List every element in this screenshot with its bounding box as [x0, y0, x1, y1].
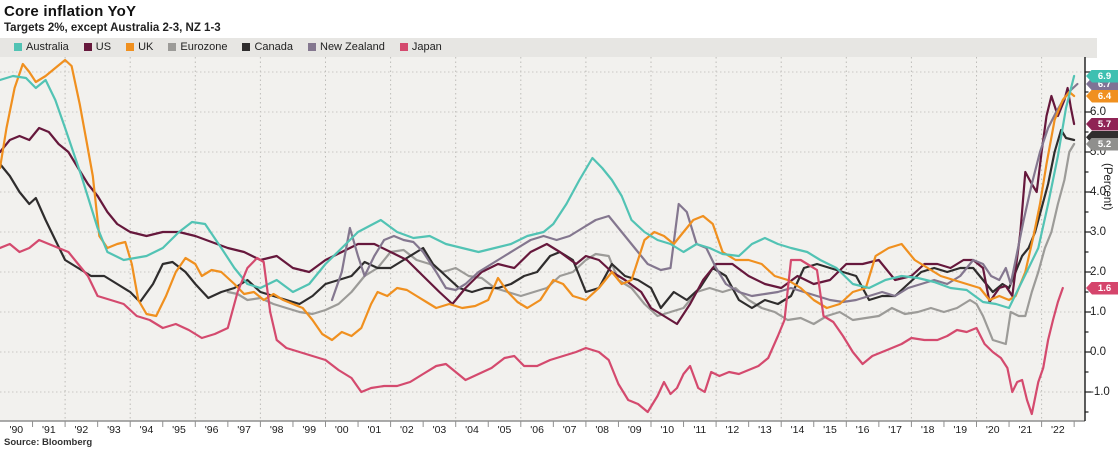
series-line-japan	[0, 238, 1064, 416]
legend-swatch-icon	[308, 43, 316, 51]
x-tick-label: '09	[627, 424, 642, 436]
end-value-badge-australia: 6.9	[1086, 69, 1118, 83]
x-tick-label: '12	[725, 424, 740, 436]
x-tick-label: '06	[530, 424, 544, 436]
x-tick-label: '98	[269, 424, 284, 436]
legend-label: Australia	[26, 41, 69, 53]
legend-swatch-icon	[126, 43, 135, 51]
legend-swatch-icon	[83, 43, 92, 51]
x-tick-label: '07	[562, 424, 577, 436]
legend-label: US	[95, 41, 112, 53]
legend-swatch-icon	[14, 43, 22, 51]
chart-title: Core inflation YoY	[4, 3, 137, 20]
x-tick-label: '92	[74, 424, 89, 436]
series-line-new-zealand	[330, 82, 1079, 304]
legend-swatch-icon	[242, 43, 251, 51]
legend-swatch-icon	[168, 43, 177, 51]
legend-item-eurozone[interactable]: Eurozone	[168, 41, 227, 53]
x-tick-label: '11	[693, 424, 707, 436]
x-tick-label: '19	[953, 424, 968, 436]
y-tick-label: 0.0	[1090, 345, 1106, 358]
legend-item-australia[interactable]: Australia	[14, 41, 69, 53]
plot-background	[0, 57, 1085, 421]
x-tick-label: '15	[823, 424, 837, 436]
x-tick-label: '05	[497, 424, 512, 436]
x-tick-label: '21	[1018, 424, 1033, 436]
legend-item-uk[interactable]: UK	[126, 41, 153, 53]
source-credit: Source: Bloomberg	[4, 437, 93, 448]
x-tick-label: '10	[660, 424, 675, 436]
x-tick-label: '96	[204, 424, 219, 436]
legend-label: New Zealand	[320, 41, 385, 53]
series-line-us	[0, 86, 1076, 326]
legend-label: UK	[138, 41, 154, 53]
y-axis-title: (Percent)	[1101, 163, 1113, 211]
x-tick-label: '17	[888, 424, 902, 436]
chart-subtitle: Targets 2%, except Australia 2-3, NZ 1-3	[4, 22, 221, 34]
end-value-badge-us: 5.7	[1086, 117, 1118, 131]
y-tick-label: 2.0	[1090, 265, 1106, 278]
series-line-uk	[0, 58, 1076, 342]
legend-label: Eurozone	[180, 41, 228, 53]
x-tick-label: '95	[172, 424, 186, 436]
x-tick-label: '99	[302, 424, 317, 436]
x-tick-label: '03	[432, 424, 447, 436]
legend-item-canada[interactable]: Canada	[242, 41, 293, 53]
y-tick-label: 6.0	[1090, 105, 1106, 118]
x-tick-label: '94	[139, 424, 154, 436]
x-tick-label: '91	[41, 424, 56, 436]
x-tick-label: '16	[855, 424, 870, 436]
end-value-badge-uk: 6.4	[1086, 89, 1118, 103]
legend-band	[0, 38, 1097, 58]
series-line-eurozone	[226, 142, 1076, 346]
y-tick-label: 3.0	[1090, 225, 1106, 238]
legend-label: Canada	[254, 41, 293, 53]
y-tick-label: 1.0	[1090, 305, 1106, 318]
legend-swatch-icon	[399, 43, 408, 51]
x-tick-label: '02	[400, 424, 414, 436]
legend-item-new-zealand[interactable]: New Zealand	[308, 41, 385, 53]
y-tick-label: 4.0	[1090, 185, 1106, 198]
x-tick-label: '90	[9, 424, 24, 436]
x-tick-label: '04	[465, 424, 479, 436]
x-tick-label: '00	[334, 424, 349, 436]
x-tick-label: '08	[595, 424, 610, 436]
x-tick-label: '93	[107, 424, 121, 436]
series-line-australia	[0, 74, 1076, 310]
series-line-canada	[0, 128, 1076, 310]
legend-item-japan[interactable]: Japan	[399, 41, 442, 53]
x-tick-label: '20	[985, 424, 1000, 436]
x-tick-label: '22	[1051, 424, 1065, 436]
legend: Australia US UK Eurozone Canada New Zealand Ja…	[14, 41, 442, 53]
y-tick-label: -1.0	[1090, 385, 1110, 398]
legend-label: Japan	[411, 41, 442, 53]
x-tick-label: '13	[758, 424, 772, 436]
x-tick-label: '18	[920, 424, 935, 436]
x-tick-label: '01	[367, 424, 382, 436]
x-tick-label: '97	[237, 424, 251, 436]
end-value-badge-eurozone: 5.2	[1086, 137, 1118, 151]
legend-item-us[interactable]: US	[83, 41, 112, 53]
end-value-badge-japan: 1.6	[1086, 281, 1118, 295]
x-tick-label: '14	[790, 424, 805, 436]
